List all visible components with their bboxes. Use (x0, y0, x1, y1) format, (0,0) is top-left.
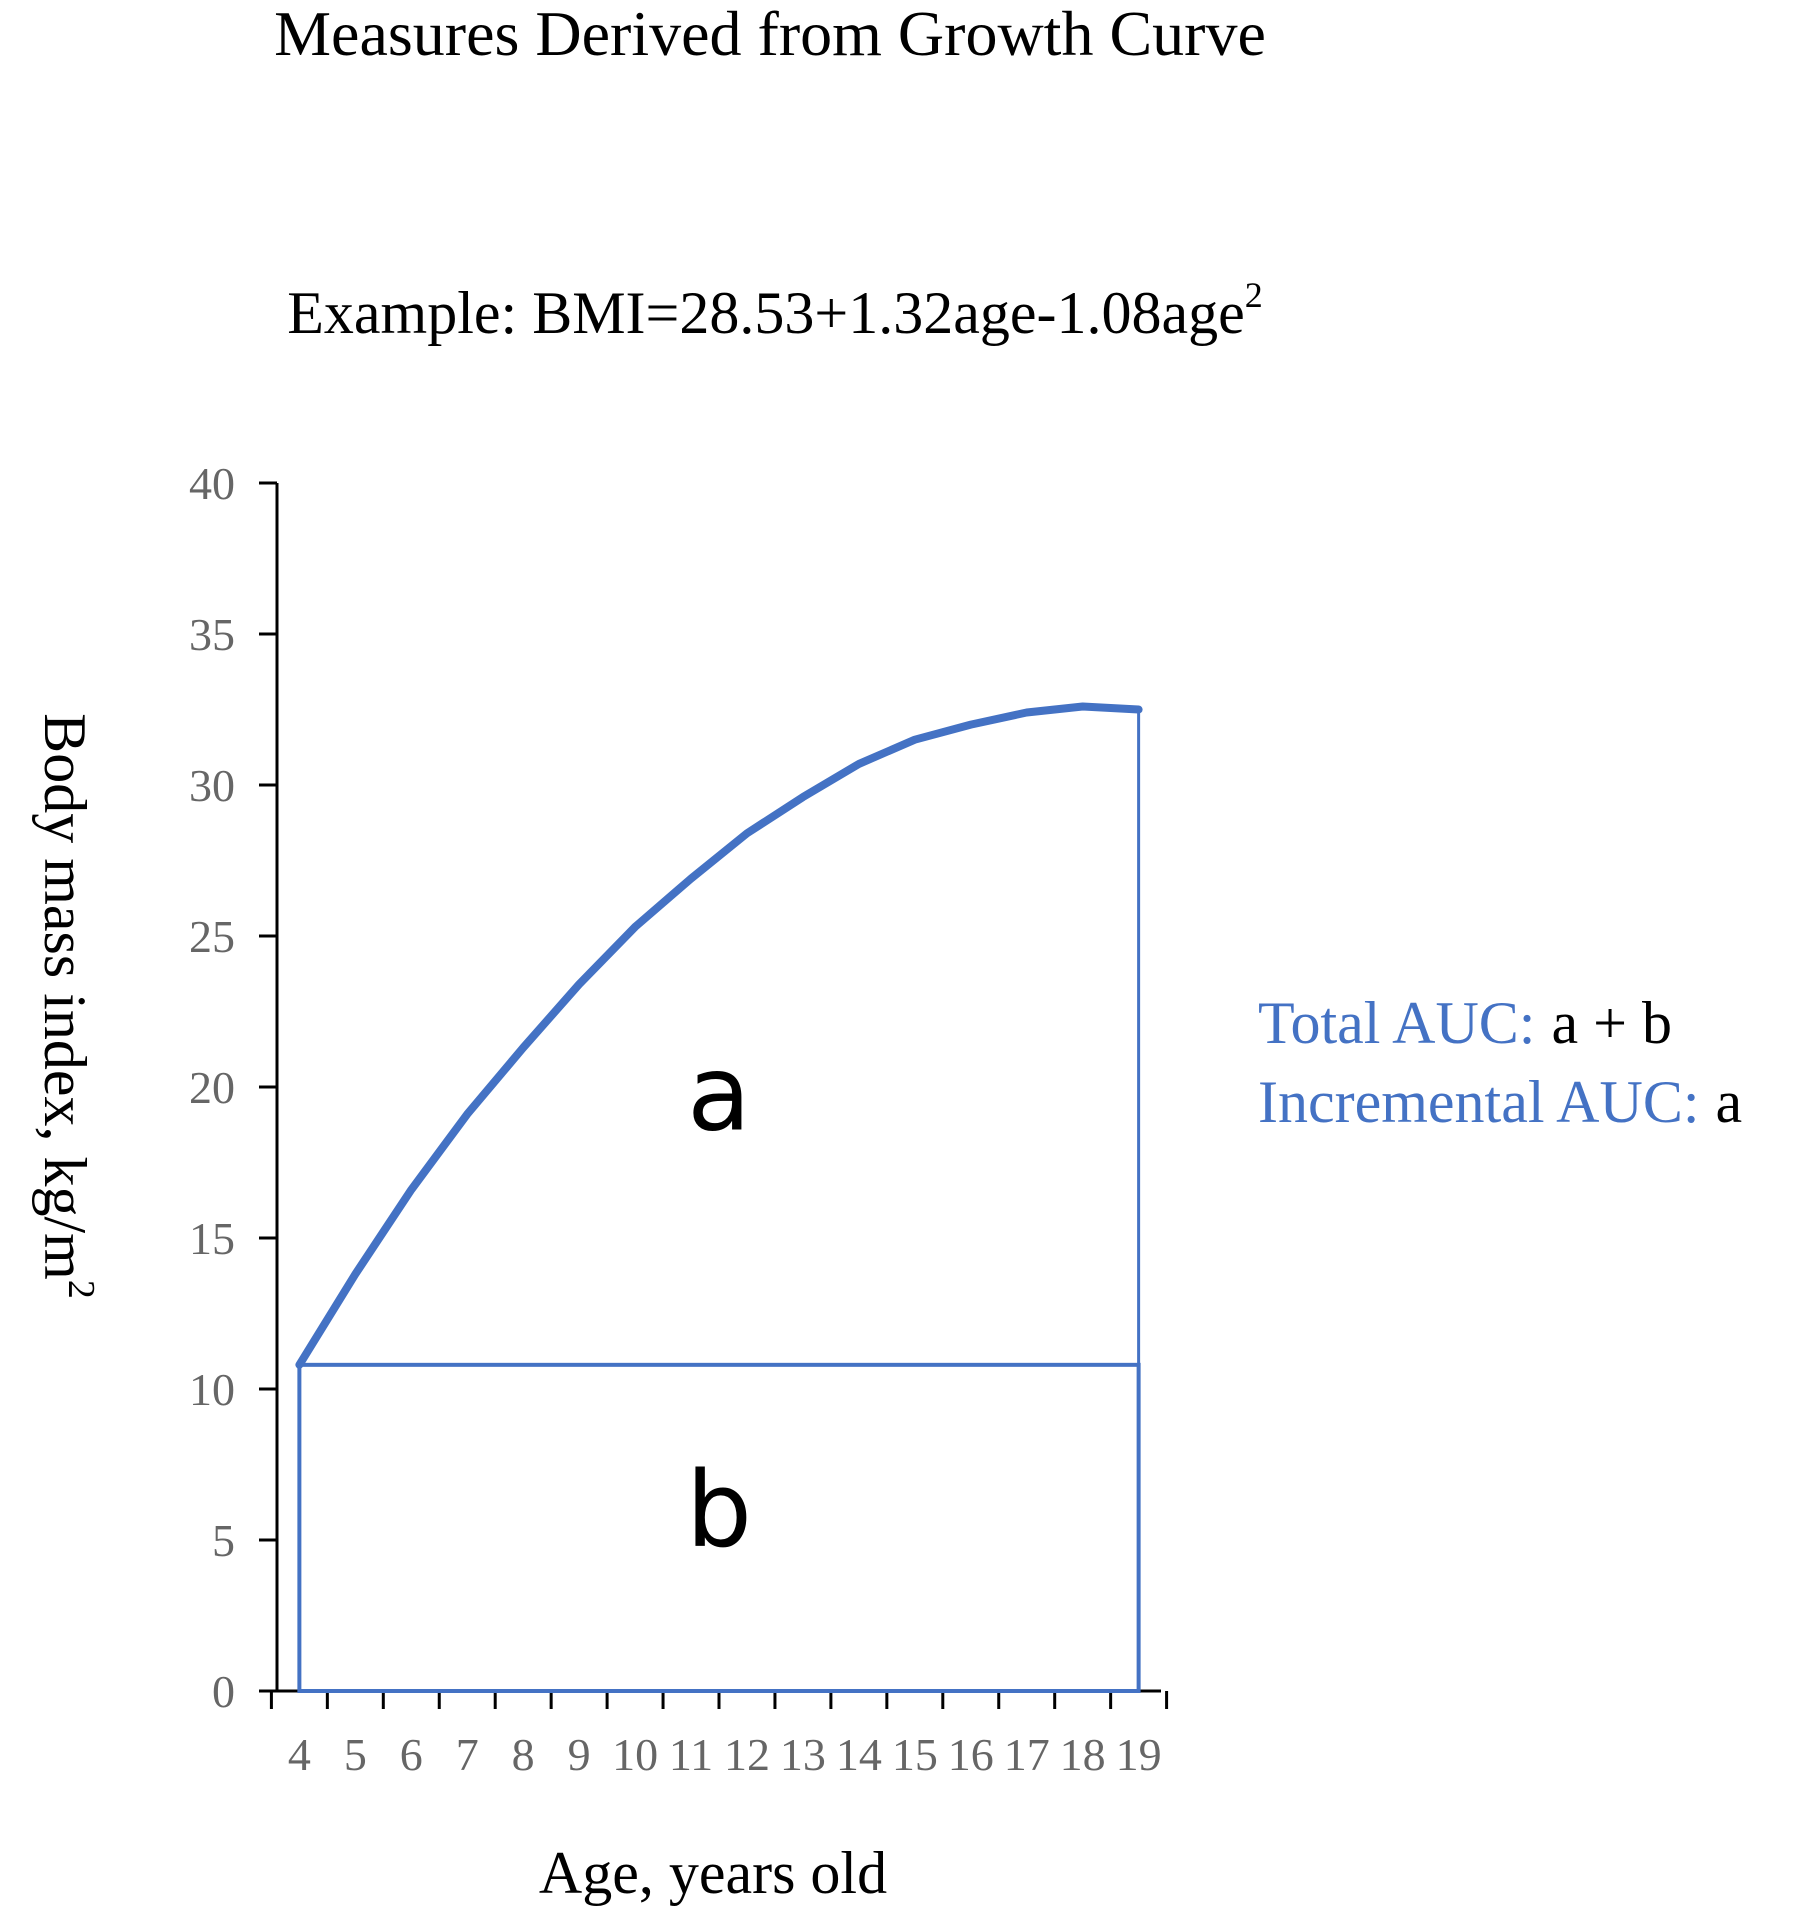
x-tick-label: 5 (344, 1729, 367, 1780)
legend-annotations: Total AUC: a + b Incremental AUC: a (1258, 990, 1742, 1135)
y-axis-label-text: Body mass index, kg/m (32, 713, 98, 1280)
x-tick-label: 10 (612, 1729, 658, 1780)
subtitle-superscript: 2 (1245, 275, 1263, 315)
y-tick-label: 5 (212, 1515, 235, 1566)
chart-subtitle: Example: BMI=28.53+1.32age-1.08age2 (287, 275, 1262, 346)
x-tick-label: 18 (1060, 1729, 1106, 1780)
y-tick-label: 0 (212, 1666, 235, 1717)
incremental-auc-label: Incremental AUC: (1258, 1069, 1700, 1135)
growth-curve-line (295, 702, 1143, 1369)
y-tick-label: 10 (189, 1364, 235, 1415)
y-tick-label: 35 (189, 609, 235, 660)
subtitle-equation: Example: BMI=28.53+1.32age-1.08age (287, 280, 1244, 346)
y-tick-label: 15 (189, 1213, 235, 1264)
y-tick-label: 40 (189, 458, 235, 509)
x-tick-label: 13 (780, 1729, 826, 1780)
x-tick-label: 6 (400, 1729, 423, 1780)
y-tick-label: 25 (189, 911, 235, 962)
x-tick-label: 19 (1116, 1729, 1162, 1780)
x-tick-label: 11 (669, 1729, 713, 1780)
incremental-auc-value: a (1716, 1069, 1743, 1135)
y-axis-label-superscript: 2 (60, 1280, 102, 1299)
region-a-label: a (687, 1032, 751, 1154)
x-tick-label: 17 (1004, 1729, 1050, 1780)
region-b-rectangle (297, 1362, 1141, 1693)
total-auc-value: a + b (1551, 990, 1671, 1056)
x-tick-label: 4 (288, 1729, 311, 1780)
x-tick-label: 14 (836, 1729, 882, 1780)
x-tick-label: 7 (456, 1729, 479, 1780)
x-axis-label: Age, years old (539, 1840, 887, 1906)
region-b-label: b (686, 1449, 752, 1571)
x-tick-label: 9 (568, 1729, 591, 1780)
x-tick-label: 16 (948, 1729, 994, 1780)
y-tick-label: 20 (189, 1062, 235, 1113)
x-tick-label: 12 (724, 1729, 770, 1780)
total-auc-label: Total AUC: (1258, 990, 1535, 1056)
chart-title: Measures Derived from Growth Curve (274, 0, 1266, 69)
y-tick-label: 30 (189, 760, 235, 811)
x-tick-label: 15 (892, 1729, 938, 1780)
x-tick-label: 8 (512, 1729, 535, 1780)
total-auc-annotation: Total AUC: a + b (1258, 990, 1672, 1056)
y-axis-label: Body mass index, kg/m2 (32, 713, 102, 1299)
incremental-auc-annotation: Incremental AUC: a (1258, 1069, 1742, 1135)
